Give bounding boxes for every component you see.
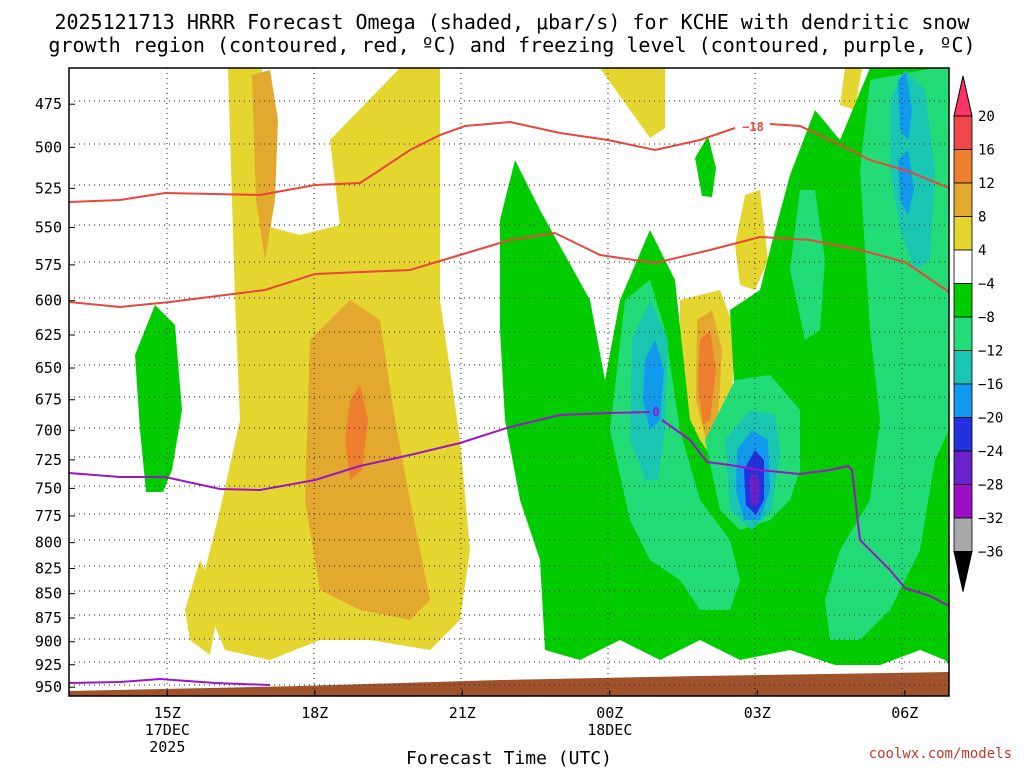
x-tick-label: 17DEC <box>145 721 190 739</box>
y-axis: 475 500 525 550 575 600 625 650 675 700 725 750 775 8… <box>35 95 75 696</box>
x-tick-label: 15Z <box>154 704 181 722</box>
x-tick-label: 18Z <box>301 704 328 722</box>
omega-region-green <box>695 136 716 197</box>
y-tick-label: 475 <box>35 95 62 113</box>
y-tick-label: 900 <box>35 633 62 651</box>
omega-region-teal <box>790 190 825 340</box>
dendritic-contour-label: −18 <box>742 120 764 134</box>
colorbar-swatch <box>953 316 973 351</box>
y-tick-label: 925 <box>35 656 62 674</box>
colorbar-label: 16 <box>978 143 995 159</box>
colorbar-label: 20 <box>978 109 995 125</box>
colorbar-arrow-bottom <box>953 551 973 592</box>
chart-title-line1: 2025121713 HRRR Forecast Omega (shaded, … <box>54 10 970 34</box>
y-tick-label: 500 <box>35 138 62 156</box>
x-tick-label: 03Z <box>744 704 771 722</box>
omega-region-green <box>500 68 949 665</box>
x-tick-label: 18DEC <box>587 721 632 739</box>
omega-region-yellow <box>185 560 220 655</box>
colorbar-swatch <box>953 283 973 318</box>
dendritic-contour-lower <box>69 231 949 309</box>
dendritic-contour-upper <box>69 120 949 203</box>
plot-area: −18 0 <box>69 68 949 696</box>
colorbar-swatch <box>953 182 973 217</box>
freezing-level-contour-low <box>69 677 271 686</box>
y-tick-label: 600 <box>35 292 62 310</box>
colorbar-arrow-top <box>953 75 973 117</box>
y-tick-label: 800 <box>35 534 62 552</box>
y-tick-label: 525 <box>35 179 62 197</box>
omega-region-lightorange <box>305 300 430 620</box>
colorbar: 20 16 12 8 4 −4 −8 −12 −16 −20 −24 −28 −32 −36 <box>953 75 1003 592</box>
colorbar-swatch <box>953 383 973 418</box>
colorbar-label: −12 <box>978 344 1003 360</box>
colorbar-swatch <box>953 484 973 519</box>
plot-border <box>68 67 950 697</box>
omega-region-green <box>135 305 182 492</box>
credit-text: coolwx.com/models <box>869 746 1012 762</box>
colorbar-swatch <box>953 350 973 385</box>
x-tick-label: 21Z <box>449 704 476 722</box>
colorbar-label: −4 <box>978 277 995 293</box>
omega-field <box>135 68 949 665</box>
colorbar-swatch <box>953 249 973 284</box>
y-tick-label: 850 <box>35 585 62 603</box>
chart-title-line2: growth region (contoured, red, ºC) and f… <box>48 33 975 57</box>
colorbar-label: −20 <box>978 411 1003 427</box>
colorbar-swatch <box>953 417 973 452</box>
omega-region-orange <box>698 330 716 425</box>
omega-region-orange <box>345 385 368 480</box>
terrain-fill <box>69 672 949 696</box>
colorbar-swatch <box>953 115 973 150</box>
y-tick-label: 825 <box>35 560 62 578</box>
y-tick-label: 625 <box>35 326 62 344</box>
colorbar-label: 12 <box>978 176 995 192</box>
omega-region-lightorange <box>252 70 278 260</box>
freezing-level-contour <box>69 411 949 607</box>
colorbar-label: 4 <box>978 243 986 259</box>
y-tick-label: 725 <box>35 451 62 469</box>
colorbar-label: −16 <box>978 377 1003 393</box>
colorbar-swatch <box>953 517 973 552</box>
colorbar-label: −24 <box>978 444 1003 460</box>
x-tick-label: 2025 <box>149 738 185 756</box>
y-tick-label: 700 <box>35 421 62 439</box>
colorbar-label: −28 <box>978 478 1003 494</box>
colorbar-label: −32 <box>978 511 1003 527</box>
omega-region-violet <box>749 470 760 505</box>
omega-region-yellow <box>600 68 665 138</box>
y-tick-label: 550 <box>35 218 62 236</box>
freezing-level-label: 0 <box>652 405 659 419</box>
colorbar-swatch <box>953 216 973 251</box>
grid <box>69 68 949 696</box>
y-tick-label: 775 <box>35 507 62 525</box>
x-tick-label: 00Z <box>596 704 623 722</box>
colorbar-label: 8 <box>978 210 986 226</box>
colorbar-label: −36 <box>978 545 1003 561</box>
y-tick-label: 575 <box>35 256 62 274</box>
y-tick-label: 750 <box>35 479 62 497</box>
x-axis-label: Forecast Time (UTC) <box>406 748 612 768</box>
y-tick-label: 675 <box>35 391 62 409</box>
y-tick-label: 950 <box>35 678 62 696</box>
omega-region-blue <box>643 340 664 430</box>
colorbar-swatch <box>953 149 973 184</box>
omega-region-yellow <box>840 68 862 110</box>
x-tick-label: 06Z <box>891 704 918 722</box>
y-tick-label: 650 <box>35 359 62 377</box>
colorbar-swatch <box>953 450 973 485</box>
colorbar-label: −8 <box>978 310 995 326</box>
y-tick-label: 875 <box>35 609 62 627</box>
